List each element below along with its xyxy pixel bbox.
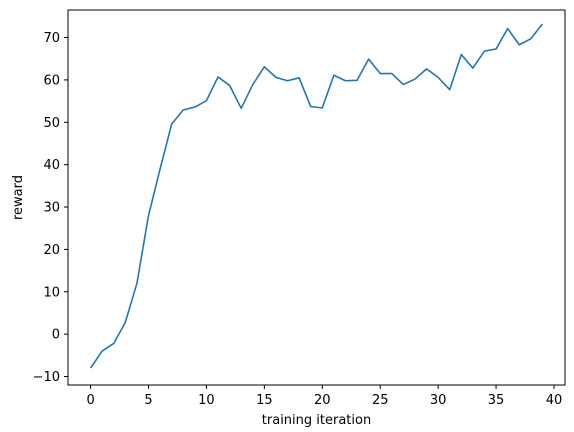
y-tick-label: 50	[43, 116, 60, 131]
x-axis-ticks: 0 5 10 15 20 25 30 35 40	[86, 385, 562, 408]
y-tick-label: 10	[43, 285, 60, 300]
x-tick-label: 20	[314, 393, 331, 408]
x-tick-label: 25	[372, 393, 389, 408]
x-tick-label: 15	[256, 393, 273, 408]
x-tick-label: 35	[488, 393, 505, 408]
x-tick-label: 10	[198, 393, 215, 408]
series-layer	[89, 23, 544, 369]
x-tick-label: 40	[546, 393, 563, 408]
x-tick-label: 30	[430, 393, 447, 408]
axes-frame	[67, 9, 566, 386]
y-axis-label: reward	[11, 175, 26, 220]
y-tick-label: 20	[43, 243, 60, 258]
x-tick-label: 5	[144, 393, 152, 408]
y-axis-ticks: −10 0 10 20 30 40 50 60 70	[33, 31, 68, 385]
x-axis-label: training iteration	[262, 413, 371, 428]
y-tick-label: 70	[43, 31, 60, 46]
y-tick-label: −10	[33, 370, 60, 385]
series-line	[89, 23, 544, 369]
x-tick-label: 0	[86, 393, 94, 408]
y-tick-label: 30	[43, 201, 60, 216]
y-tick-label: 40	[43, 158, 60, 173]
y-tick-label: 0	[52, 328, 60, 343]
y-tick-label: 60	[43, 73, 60, 88]
